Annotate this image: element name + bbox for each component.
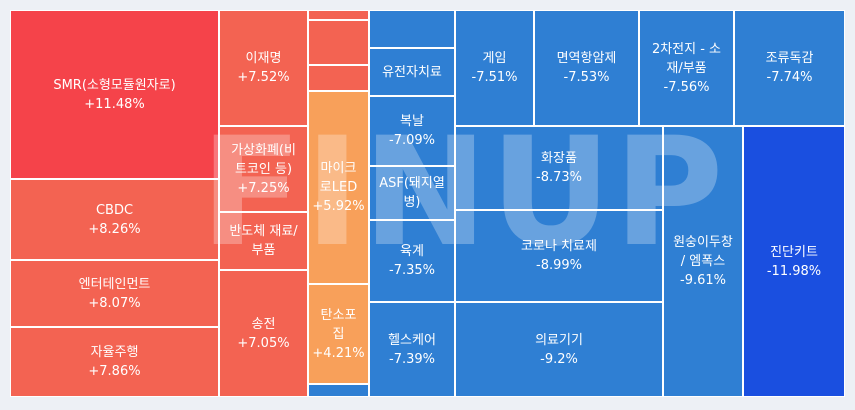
tile-label: 의료기기 [535, 332, 583, 348]
tile-label: 원숭이두창 / 엠폭스 [673, 235, 733, 269]
tile-value: -7.53% [563, 70, 610, 85]
treemap-tile-가상화폐-비트코인-등[interactable]: 가상화폐(비 트코인 등) +7.25% [219, 126, 308, 212]
tile-label: CBDC [95, 202, 134, 218]
tile-value: +7.25% [237, 180, 290, 196]
treemap-tile-헬스케어[interactable]: 헬스케어 -7.39% [369, 302, 455, 397]
treemap-tile-조류독감[interactable]: 조류독감 -7.74% [734, 10, 845, 126]
treemap-tile-자율주행[interactable]: 자율주행 +7.86% [10, 327, 219, 397]
tile-value: +4.21% [312, 345, 365, 361]
tile-label: 육계 [400, 244, 424, 259]
tile-value: -9.61% [680, 273, 726, 288]
tile-value: -7.09% [389, 133, 435, 148]
tile-label: 탄소포 집 [320, 307, 357, 342]
tile-label: 코로나 치료제 [521, 239, 597, 254]
treemap-tile-rise-col-3-5[interactable] [308, 384, 369, 397]
tile-label: ASF(돼지열 병) [379, 176, 445, 210]
treemap-tile-면역항암제[interactable]: 면역항암제 -7.53% [534, 10, 639, 126]
tile-label: 가상화폐(비 트코인 등) [231, 142, 296, 177]
treemap-tile-asf-돼지열병[interactable]: ASF(돼지열 병) [369, 166, 455, 220]
treemap-tile-탄소포집[interactable]: 탄소포 집 +4.21% [308, 284, 369, 384]
tile-value: +11.48% [84, 96, 145, 112]
tile-value: +7.86% [88, 364, 141, 379]
treemap-tile-2차전지-소재-부품[interactable]: 2차전지 - 소 재/부품 -7.56% [639, 10, 734, 126]
treemap-tile-smr-소형모듈원자로[interactable]: SMR(소형모듈원자로) +11.48% [10, 10, 219, 179]
tile-value: -7.39% [389, 351, 435, 367]
treemap-tile-마이크로led[interactable]: 마이크 로LED +5.92% [308, 91, 369, 284]
tile-value: -7.56% [663, 79, 710, 95]
tile-label: 엔터테인먼트 [78, 276, 151, 292]
treemap-tile-rise-col-3-0[interactable] [308, 10, 369, 20]
tile-label: SMR(소형모듈원자로) [53, 77, 176, 93]
tile-value: -8.99% [536, 258, 582, 273]
tile-value: -11.98% [766, 263, 822, 279]
tile-label: 마이크 로LED [319, 161, 358, 195]
tile-label: 복날 [400, 114, 424, 129]
treemap-tile-반도체-재료-부품[interactable]: 반도체 재료/부품 [219, 212, 308, 270]
treemap-tile-fall-col-1-0[interactable] [369, 10, 455, 48]
tile-label: 자율주행 [90, 345, 139, 360]
treemap-tile-복날[interactable]: 복날 -7.09% [369, 96, 455, 166]
tile-value: +8.26% [88, 221, 141, 237]
tile-label: 이재명 [245, 51, 282, 66]
tile-value: +5.92% [312, 199, 365, 214]
tile-label: 반도체 재료/부품 [229, 224, 298, 258]
treemap-tile-rise-col-3-1[interactable] [308, 20, 369, 65]
tile-label: 유전자치료 [382, 64, 442, 80]
tile-value: -8.73% [536, 170, 582, 185]
tile-label: 진단키트 [770, 244, 818, 260]
treemap-tile-게임[interactable]: 게임 -7.51% [455, 10, 534, 126]
treemap-tile-진단키트[interactable]: 진단키트 -11.98% [743, 126, 845, 397]
tile-value: -7.51% [471, 70, 518, 85]
tile-label: 송전 [251, 316, 276, 332]
tile-label: 헬스케어 [388, 332, 436, 348]
tile-label: 게임 [482, 51, 507, 66]
treemap-tile-엔터테인먼트[interactable]: 엔터테인먼트 +8.07% [10, 260, 219, 327]
treemap-tile-송전[interactable]: 송전 +7.05% [219, 270, 308, 397]
tile-value: -9.2% [540, 351, 578, 367]
tile-value: +8.07% [88, 295, 141, 311]
tile-label: 화장품 [541, 151, 577, 166]
tile-value: -7.35% [389, 263, 435, 278]
tile-value: -7.74% [766, 70, 813, 85]
tile-value: +7.05% [237, 335, 290, 351]
treemap-tile-rise-col-3-2[interactable] [308, 65, 369, 91]
treemap-tile-유전자치료[interactable]: 유전자치료 [369, 48, 455, 96]
treemap-tile-cbdc[interactable]: CBDC +8.26% [10, 179, 219, 260]
treemap-tile-원숭이두창-엠폭스[interactable]: 원숭이두창 / 엠폭스 -9.61% [663, 126, 743, 397]
treemap-tile-육계[interactable]: 육계 -7.35% [369, 220, 455, 302]
tile-label: 면역항암제 [556, 51, 617, 66]
treemap-tile-코로나-치료제[interactable]: 코로나 치료제 -8.99% [455, 210, 663, 302]
treemap-tile-이재명[interactable]: 이재명 +7.52% [219, 10, 308, 126]
treemap-tile-화장품[interactable]: 화장품 -8.73% [455, 126, 663, 210]
tile-label: 조류독감 [765, 51, 814, 66]
treemap-tile-의료기기[interactable]: 의료기기 -9.2% [455, 302, 663, 397]
tile-value: +7.52% [237, 70, 290, 85]
tile-label: 2차전지 - 소 재/부품 [651, 41, 722, 76]
